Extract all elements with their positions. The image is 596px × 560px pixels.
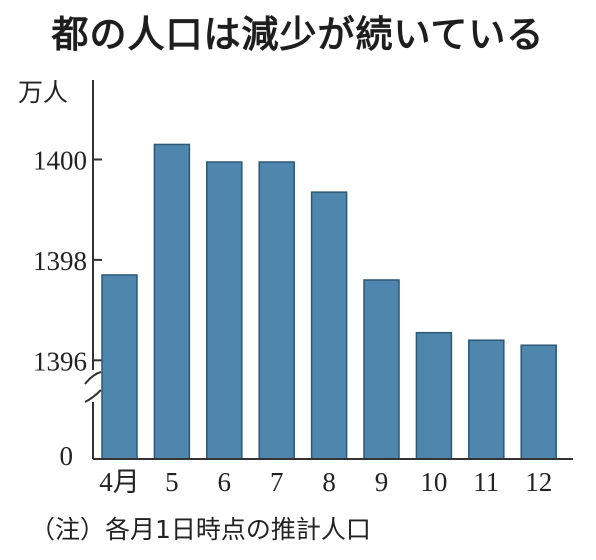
bar-1 (101, 274, 138, 460)
x-tick-label: 12 (525, 467, 552, 497)
bar-7 (415, 331, 453, 460)
bar-2 (153, 143, 191, 460)
axis-break-mark-lower (84, 389, 102, 403)
x-tick-label: 5 (165, 467, 179, 497)
bar-4 (258, 161, 295, 460)
y-tick-label: 1400 (33, 146, 87, 176)
footnote: （注）各月1日時点の推計人口 (30, 515, 371, 544)
x-tick-label: 11 (473, 467, 499, 497)
x-tick-label: 8 (322, 467, 336, 497)
y-tick-label-zero: 0 (60, 441, 74, 471)
bars (101, 143, 557, 460)
chart-title: 都の人口は減少が続いている (51, 13, 545, 56)
x-tick-label: 10 (420, 467, 447, 497)
y-axis-unit-label: 万人 (18, 78, 68, 107)
x-tick-labels: 4月 5 6 7 8 9 10 11 12 (99, 467, 552, 497)
y-ticks: 1396 1398 1400 0 (33, 146, 102, 471)
y-axis: 万人 (18, 78, 102, 459)
y-tick-label: 1398 (33, 246, 87, 276)
bar-8 (468, 339, 505, 460)
bar-3 (206, 161, 243, 460)
y-tick-label: 1396 (33, 346, 87, 376)
x-tick-label: 6 (218, 467, 232, 497)
bar-6 (363, 279, 400, 460)
x-tick-label: 4月 (99, 467, 140, 497)
bar-5 (310, 191, 348, 460)
axis-break-mark-upper (84, 371, 102, 385)
x-tick-label: 7 (270, 467, 284, 497)
bar-9 (520, 344, 557, 460)
x-tick-label: 9 (375, 467, 389, 497)
